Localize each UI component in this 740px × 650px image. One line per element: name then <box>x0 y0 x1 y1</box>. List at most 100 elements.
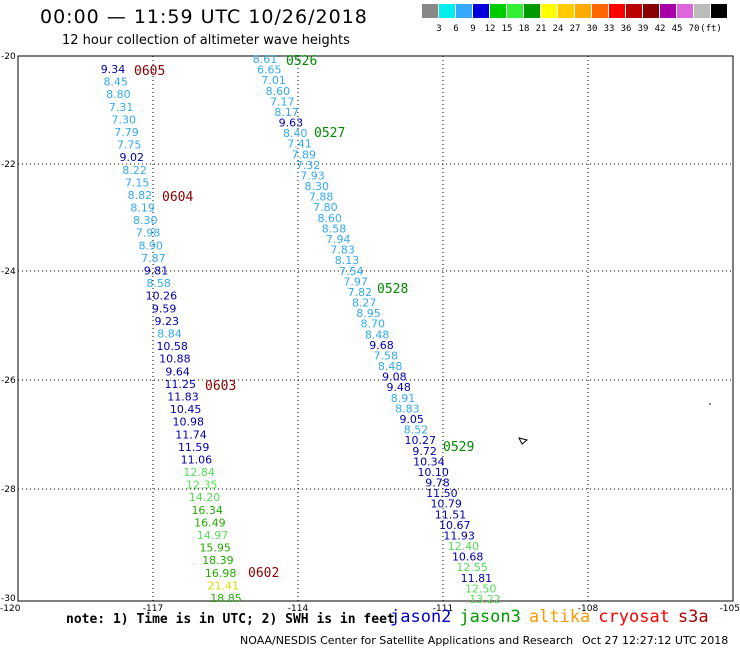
track-labels: 9.348.458.807.317.307.797.759.028.227.15… <box>101 53 501 606</box>
pass-time-label: 0528 <box>377 282 408 297</box>
wave-height-value: 7.54 <box>339 265 364 278</box>
latitude-label: -24 <box>1 267 16 277</box>
pass-time-label: 0605 <box>134 64 165 79</box>
wave-height-value: 11.81 <box>461 572 493 585</box>
wave-height-value: 7.58 <box>374 350 399 363</box>
wave-height-value: 7.82 <box>348 286 373 299</box>
graticule <box>18 56 733 601</box>
wave-height-value: 8.19 <box>130 202 155 215</box>
island-outline <box>518 403 711 445</box>
wave-height-value: 7.31 <box>109 101 134 114</box>
scale-label: 42 <box>654 24 666 34</box>
satellite-legend: jason2 jason3 altika cryosat s3a <box>390 607 717 627</box>
wave-height-value: 8.58 <box>322 222 347 235</box>
latitude-label: -30 <box>1 594 16 604</box>
wave-height-value: 11.06 <box>181 454 213 467</box>
wave-height-value: 8.91 <box>391 392 416 405</box>
scale-label: 24 <box>552 24 564 34</box>
wave-height-value: 7.17 <box>270 95 295 108</box>
satellite-name: altika <box>528 607 591 627</box>
wave-height-value: 10.68 <box>452 551 484 564</box>
wave-height-value: 8.84 <box>157 328 182 341</box>
wave-height-value: 7.80 <box>313 201 338 214</box>
wave-height-value: 18.39 <box>202 554 234 567</box>
wave-height-value: 9.48 <box>386 381 411 394</box>
scale-swatch <box>524 4 540 18</box>
wave-height-value: 11.59 <box>178 441 210 454</box>
wave-height-value: 12.84 <box>183 466 215 479</box>
satellite-name: cryosat <box>598 607 670 627</box>
wave-height-value: 11.25 <box>165 378 197 391</box>
wave-height-value: 10.45 <box>170 403 202 416</box>
longitude-label: -111 <box>433 604 453 614</box>
wave-height-value: 8.40 <box>283 127 308 140</box>
wave-height-value: 7.88 <box>309 191 334 204</box>
wave-height-value: 7.41 <box>287 138 312 151</box>
wave-height-value: 11.74 <box>175 428 207 441</box>
wave-height-value: 9.72 <box>412 445 437 458</box>
wave-height-value: 8.58 <box>146 277 171 290</box>
scale-swatch <box>507 4 523 18</box>
axis-labels: -20 -22 -24 -26 -28 -30-120 -117 -114 -111 -108 -1… <box>0 52 740 614</box>
satellite-name: s3a <box>677 607 709 627</box>
wave-height-value: 8.48 <box>365 328 390 341</box>
scale-label: (ft) <box>700 24 722 34</box>
wave-height-value: 9.02 <box>120 151 145 164</box>
wave-height-value: 12.40 <box>448 540 480 553</box>
wave-height-value: 9.68 <box>369 339 394 352</box>
latitude-label: -22 <box>1 160 16 170</box>
scale-label: 33 <box>603 24 615 34</box>
scale-swatch <box>473 4 489 18</box>
scale-swatch <box>558 4 574 18</box>
wave-height-value: 9.34 <box>101 63 126 76</box>
credit-text: NOAA/NESDIS Center for Satellite Applica… <box>240 634 574 647</box>
wave-height-value: 10.88 <box>159 353 191 366</box>
latitude-label: -20 <box>1 52 16 62</box>
wave-height-value: 8.83 <box>395 402 420 415</box>
wave-height-value: 8.48 <box>378 360 403 373</box>
wave-height-value: 10.10 <box>417 466 449 479</box>
scale-swatch <box>490 4 506 18</box>
scale-swatch <box>422 4 438 18</box>
scale-label: 39 <box>637 24 649 34</box>
wave-height-value: 8.52 <box>404 424 429 437</box>
longitude-label: -108 <box>578 604 599 614</box>
scale-label: 36 <box>620 24 632 34</box>
scale-swatch <box>592 4 608 18</box>
wave-height-value: 7.15 <box>125 176 150 189</box>
wave-height-value: 8.90 <box>138 239 163 252</box>
scale-label: 27 <box>569 24 581 34</box>
scale-label: 6 <box>453 24 459 34</box>
scale-label: 12 <box>484 24 496 34</box>
wave-height-value: 12.55 <box>456 561 488 574</box>
scale-swatch <box>609 4 625 18</box>
wave-height-value: 10.67 <box>439 519 471 532</box>
wave-height-value: 8.60 <box>266 85 291 98</box>
wave-height-value: 10.98 <box>173 416 205 429</box>
pass-time-label: 0526 <box>286 54 317 69</box>
wave-height-value: 9.05 <box>399 413 424 426</box>
timestamp-text: Oct 27 12:27:12 UTC 2018 <box>582 634 729 647</box>
wave-height-value: 8.30 <box>133 214 158 227</box>
scale-swatch <box>439 4 455 18</box>
wave-height-value: 10.26 <box>146 290 178 303</box>
wave-height-value: 8.45 <box>103 76 128 89</box>
scale-swatch <box>660 4 676 18</box>
scale-label: 18 <box>518 24 530 34</box>
wave-height-value: 8.60 <box>317 212 342 225</box>
longitude-label: -120 <box>0 604 21 614</box>
latitude-label: -28 <box>1 485 16 495</box>
wave-height-value: 11.83 <box>167 391 199 404</box>
wave-height-value: 9.23 <box>155 315 180 328</box>
wave-height-value: 8.70 <box>361 318 386 331</box>
scale-label: 3 <box>436 24 442 34</box>
wave-height-value: 8.22 <box>122 164 147 177</box>
wave-height-value: 16.49 <box>194 516 226 529</box>
wave-height-value: 6.65 <box>257 64 282 77</box>
wave-height-value: 7.79 <box>114 126 139 139</box>
wave-height-value: 12.35 <box>186 479 218 492</box>
wave-height-value: 8.17 <box>274 106 299 119</box>
wave-height-value: 9.59 <box>152 302 177 315</box>
scale-swatch <box>643 4 659 18</box>
